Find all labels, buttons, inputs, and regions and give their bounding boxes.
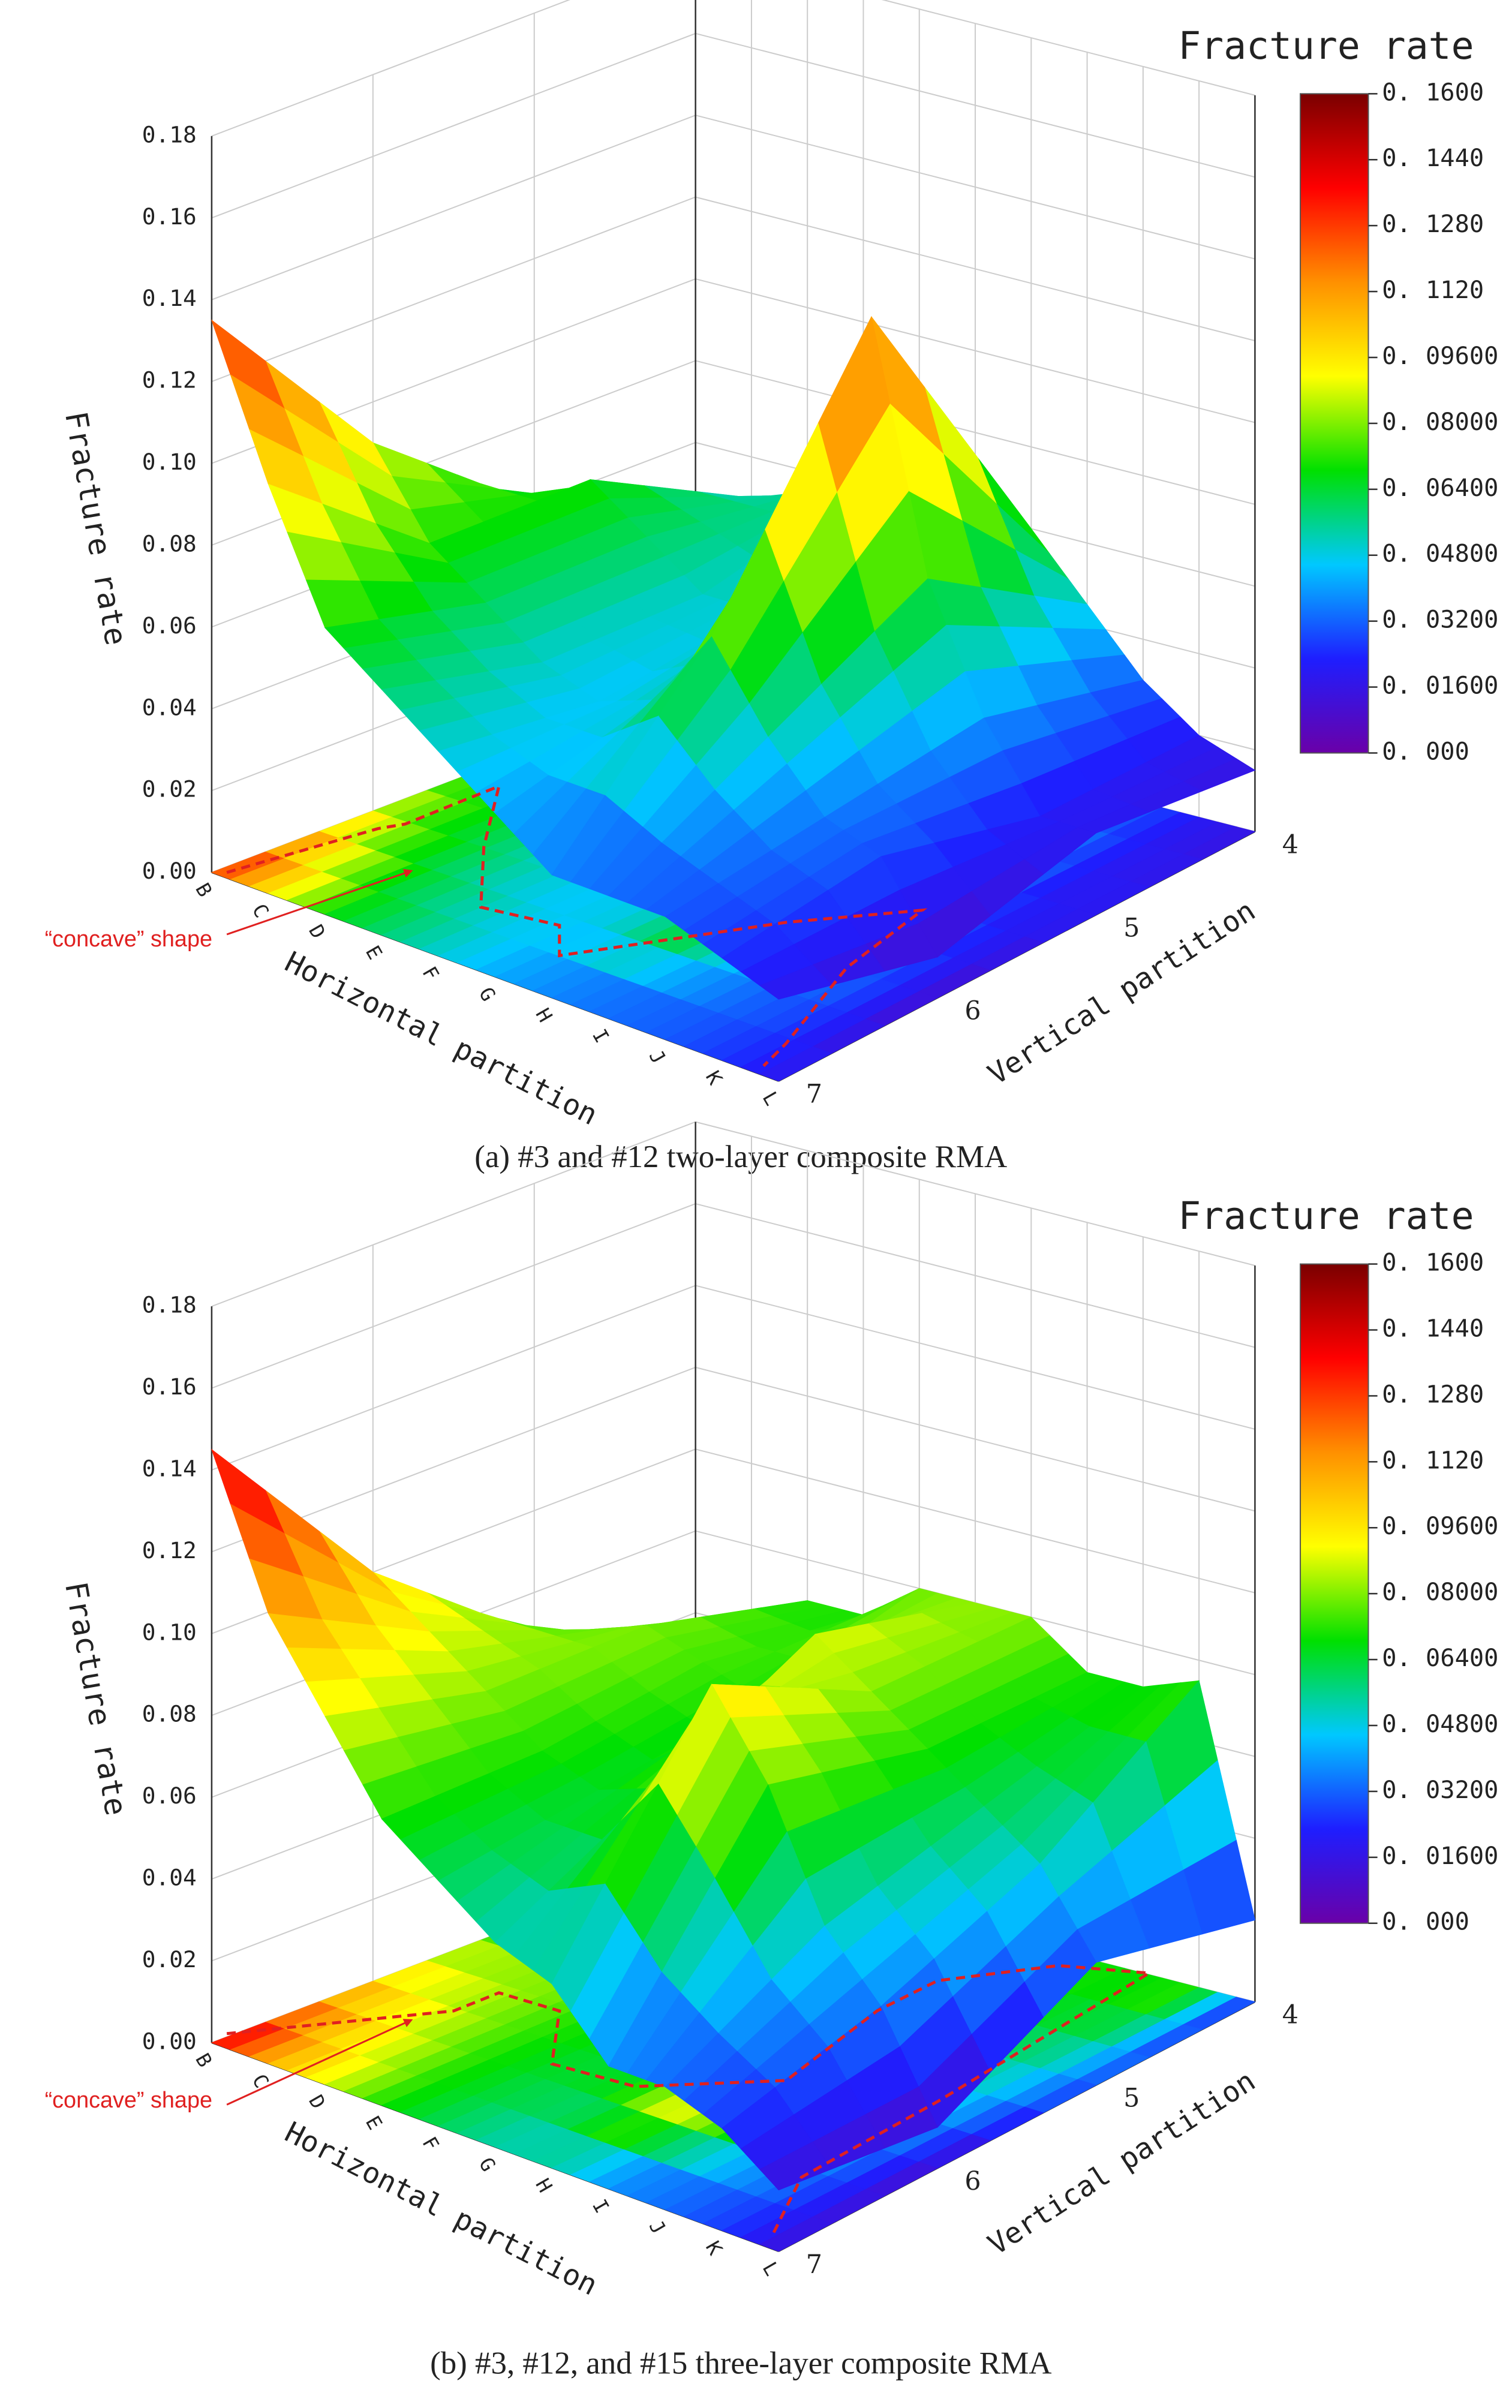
colorbar-tick-label: 0. 08000 <box>1382 408 1498 436</box>
x-tick-label: H <box>531 1005 557 1026</box>
colorbar-tick-label: 0. 1120 <box>1382 1446 1484 1474</box>
x-tick-label: H <box>531 2175 557 2196</box>
y-tick-label: 5 <box>1123 913 1140 943</box>
colorbar-title: Fracture rate <box>1178 24 1474 68</box>
x-tick-label: G <box>474 984 500 1005</box>
x-tick-label: E <box>361 2112 387 2133</box>
annotation: “concave” shape <box>45 2088 212 2113</box>
z-axis-title: Fracture rate <box>58 409 134 648</box>
caption: (a) #3 and #12 two-layer composite RMA <box>474 1140 1007 1174</box>
colorbar-tick-label: 0. 09600 <box>1382 342 1498 370</box>
y-tick-label: 6 <box>964 996 981 1026</box>
x-tick-label: G <box>474 2154 500 2175</box>
colorbar-tick-label: 0. 1440 <box>1382 1314 1484 1342</box>
grid-line <box>211 1203 1255 1389</box>
grid-line <box>211 1285 1255 1471</box>
y-tick-label: 4 <box>1282 2000 1298 2030</box>
x-tick-label: K <box>701 2237 727 2259</box>
colorbar-tick-label: 0. 01600 <box>1382 1842 1498 1870</box>
z-tick-label: 0.02 <box>142 1946 197 1973</box>
grid-line <box>211 0 1255 137</box>
x-tick-label: F <box>417 2133 443 2154</box>
z-tick-label: 0.10 <box>142 1619 197 1645</box>
colorbar-tick-label: 0. 08000 <box>1382 1578 1498 1606</box>
x-tick-label: I <box>588 2196 614 2217</box>
annotation-arrow <box>226 868 413 936</box>
y-tick-label: 6 <box>964 2166 981 2196</box>
colorbar-tick-label: 0. 03200 <box>1382 1776 1498 1804</box>
z-tick-label: 0.06 <box>142 612 197 639</box>
z-tick-label: 0.14 <box>142 1456 197 1482</box>
colorbar <box>1300 1263 1369 1924</box>
colorbar-tick-label: 0. 1280 <box>1382 210 1484 238</box>
colorbar-tick-label: 0. 1280 <box>1382 1380 1484 1408</box>
colorbar-tick-label: 0. 06400 <box>1382 474 1498 502</box>
colorbar-tick-label: 0. 000 <box>1382 737 1469 765</box>
x-tick-label: C <box>248 900 273 922</box>
x-tick-label: D <box>304 2091 330 2113</box>
x-tick-label: F <box>417 963 443 984</box>
grid-line <box>211 115 1255 300</box>
y-tick-label: 7 <box>806 2250 822 2280</box>
grid-line <box>211 32 1255 219</box>
concave-outline <box>226 1964 1154 2239</box>
z-tick-label: 0.16 <box>142 203 197 230</box>
y-tick-label: 7 <box>806 1080 822 1110</box>
x-tick-label: L <box>758 2258 784 2280</box>
x-tick-label: L <box>758 1088 784 1110</box>
z-tick-label: 0.10 <box>142 449 197 475</box>
z-tick-label: 0.18 <box>142 1292 197 1318</box>
z-tick-label: 0.08 <box>142 1701 197 1727</box>
floor-contour <box>759 1046 832 1082</box>
colorbar <box>1300 93 1369 754</box>
colorbar-tick-label: 0. 1440 <box>1382 144 1484 172</box>
grid-line <box>211 196 1255 383</box>
colorbar-tick-label: 0. 000 <box>1382 1908 1469 1936</box>
panel: 0.00 0.02 0.04 0.06 0.08 0.10 0.12 0.14 0.16 0.18… <box>45 1121 1498 2381</box>
colorbar-tick-label: 0. 01600 <box>1382 672 1498 700</box>
colorbar-tick-label: 0. 1600 <box>1382 78 1484 106</box>
z-tick-label: 0.08 <box>142 530 197 557</box>
colorbar-tick-label: 0. 1600 <box>1382 1249 1484 1277</box>
x-tick-label: J <box>644 1046 670 1068</box>
x-tick-label: J <box>644 2216 670 2238</box>
z-tick-label: 0.04 <box>142 694 197 720</box>
grid-line <box>211 278 1255 464</box>
z-tick-label: 0.12 <box>142 367 197 393</box>
panel: 0.00 0.02 0.04 0.06 0.08 0.10 0.12 0.14 0.16 0.18… <box>45 0 1498 1174</box>
z-tick-label: 0.00 <box>142 2028 197 2054</box>
x-tick-label: E <box>361 942 387 963</box>
caption: (b) #3, #12, and #15 three-layer composi… <box>430 2346 1051 2381</box>
x-tick-label: I <box>588 1025 614 1047</box>
z-tick-label: 0.02 <box>142 776 197 802</box>
colorbar-tick-label: 0. 03200 <box>1382 606 1498 634</box>
grid-line <box>211 1366 1255 1553</box>
colorbar-tick-label: 0. 09600 <box>1382 1512 1498 1540</box>
colorbar-tick-label: 0. 1120 <box>1382 276 1484 304</box>
z-tick-label: 0.06 <box>142 1782 197 1809</box>
z-tick-label: 0.04 <box>142 1865 197 1891</box>
y-tick-label: 5 <box>1123 2084 1140 2114</box>
surface-patch <box>759 2141 832 2191</box>
floor-contour <box>759 2216 832 2252</box>
colorbar-title: Fracture rate <box>1178 1194 1474 1238</box>
x-tick-label: D <box>304 921 330 942</box>
z-tick-label: 0.12 <box>142 1537 197 1564</box>
x-tick-label: K <box>701 1067 727 1089</box>
colorbar-tick-label: 0. 04800 <box>1382 1710 1498 1738</box>
y-tick-label: 4 <box>1282 830 1298 860</box>
z-tick-label: 0.14 <box>142 285 197 311</box>
colorbar-tick-label: 0. 06400 <box>1382 1644 1498 1672</box>
annotation: “concave” shape <box>45 927 212 952</box>
z-tick-label: 0.16 <box>142 1373 197 1400</box>
colorbar-tick-label: 0. 04800 <box>1382 540 1498 568</box>
z-tick-label: 0.18 <box>142 121 197 148</box>
z-axis-title: Fracture rate <box>58 1579 134 1818</box>
surface-patch <box>759 964 832 1000</box>
annotation-arrow <box>226 2019 413 2106</box>
z-tick-label: 0.00 <box>142 858 197 884</box>
